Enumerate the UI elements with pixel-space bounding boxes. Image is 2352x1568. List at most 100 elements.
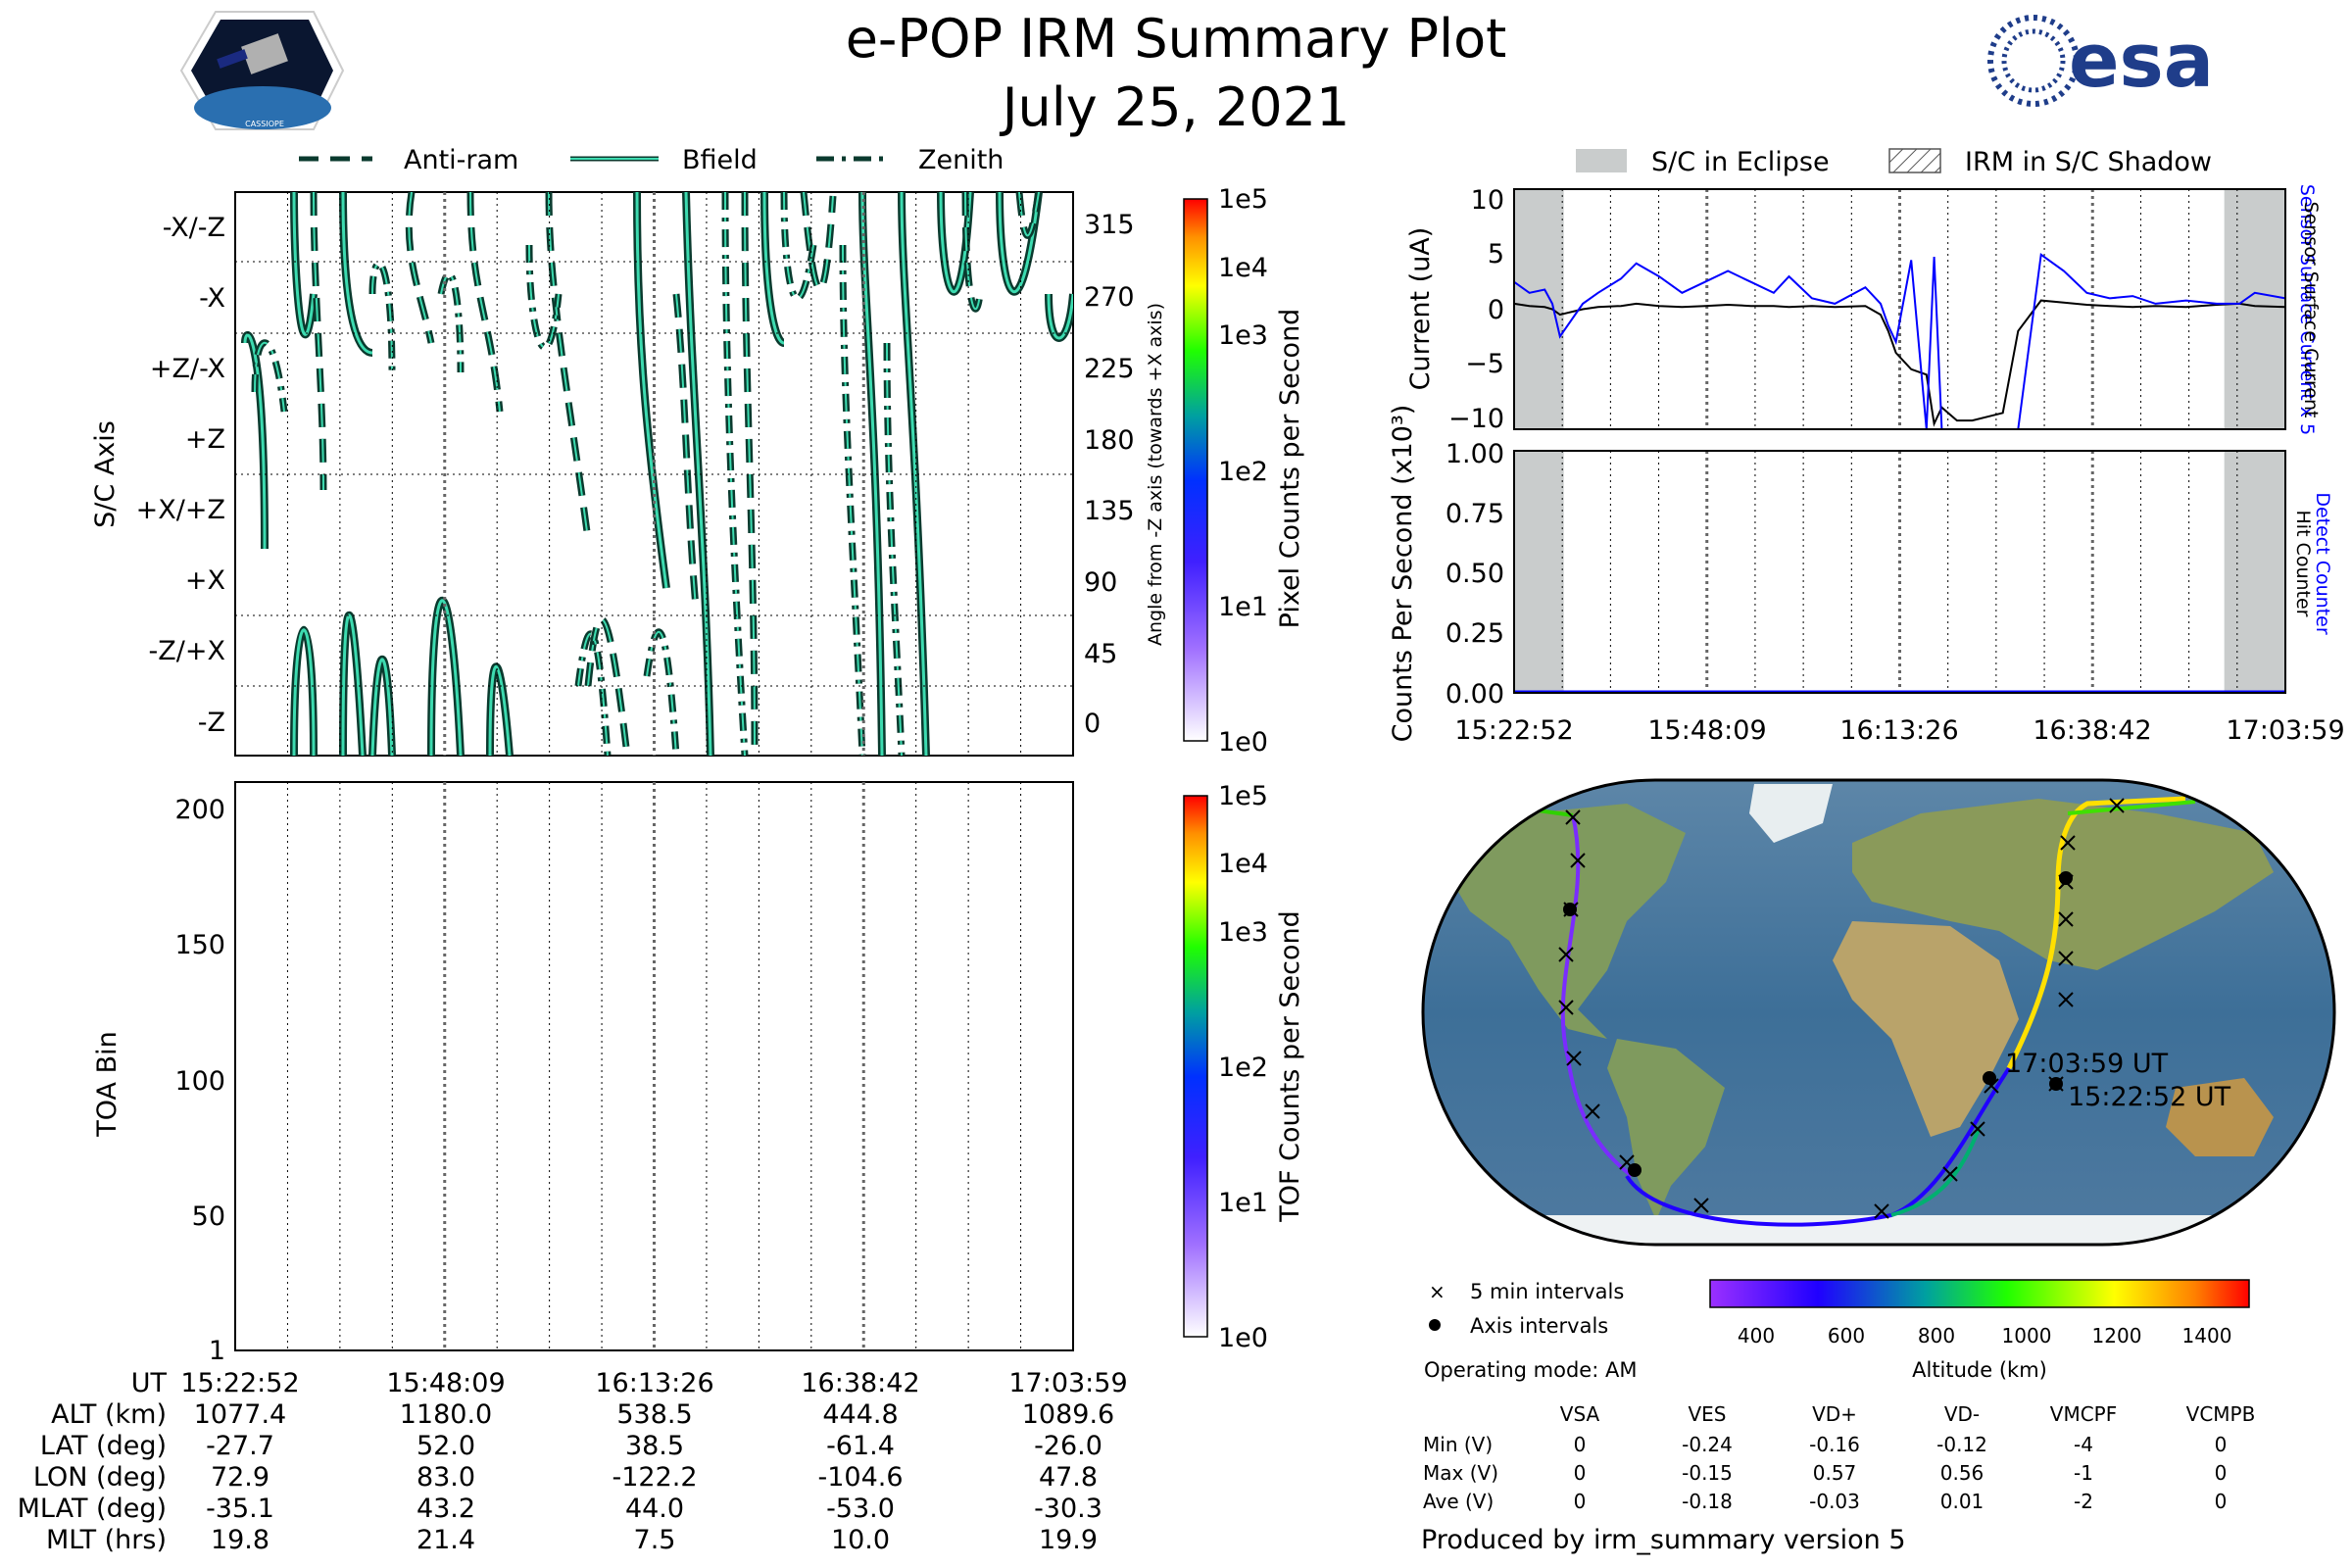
interval-marker — [1570, 853, 1586, 868]
axis-tick-left: -Z — [198, 708, 225, 738]
voltage-cell: 0 — [2215, 1433, 2228, 1456]
svg-text:400: 400 — [1738, 1324, 1775, 1348]
voltage-cell: -1 — [2074, 1461, 2093, 1485]
interval-marker — [1566, 1051, 1582, 1066]
ephemeris-cell: 38.5 — [625, 1431, 684, 1461]
current-ytick: 10 — [1471, 185, 1504, 216]
svg-text:1e1: 1e1 — [1218, 592, 1268, 622]
svg-text:1e2: 1e2 — [1218, 457, 1268, 487]
orbit-track-green — [1890, 1126, 1982, 1217]
svg-text:1: 1 — [209, 1336, 225, 1366]
ephemeris-row-label: MLT (hrs) — [46, 1525, 167, 1555]
surface-current-line — [1513, 299, 2286, 427]
current-chart: 10 5 0 −5 −10 Current (uA) Sensor Surfac… — [1405, 184, 2322, 435]
eclipse-legend: S/C in Eclipse IRM in S/C Shadow — [1576, 147, 2212, 177]
altitude-label: Altitude (km) — [1912, 1358, 2047, 1382]
ephemeris-cell: 1077.4 — [194, 1399, 286, 1430]
ephemeris-cell: 16:38:42 — [801, 1368, 919, 1398]
page-date: July 25, 2021 — [1000, 76, 1350, 138]
eclipse-band — [2224, 451, 2285, 693]
voltage-cell: -0.15 — [1682, 1461, 1733, 1485]
svg-text:1400: 1400 — [2182, 1324, 2232, 1348]
operating-mode: Operating mode: AM — [1424, 1358, 1637, 1382]
eclipse-band — [1514, 451, 1564, 693]
voltage-cell: -0.24 — [1682, 1433, 1733, 1456]
ephemeris-cell: -35.1 — [206, 1494, 274, 1524]
ephemeris-row-label: MLAT (deg) — [18, 1494, 167, 1524]
svg-text:1e2: 1e2 — [1218, 1053, 1268, 1083]
svg-text:150: 150 — [174, 930, 225, 960]
legend-anti-ram: Anti-ram — [404, 145, 518, 175]
interval-marker — [1558, 947, 1574, 962]
ephemeris-cell: 15:48:09 — [386, 1368, 505, 1398]
svg-text:50: 50 — [192, 1201, 225, 1232]
ephemeris-cell: 72.9 — [211, 1462, 270, 1493]
voltage-cell: -0.16 — [1809, 1433, 1860, 1456]
axis-tick-right: 0 — [1084, 709, 1101, 739]
axis-tick-left: +Z/-X — [150, 354, 225, 384]
interval-marker — [1558, 1000, 1574, 1015]
axis-marker — [1563, 903, 1577, 916]
time-xtick: 15:48:09 — [1647, 715, 1766, 746]
current-ylabel: Current (uA) — [1405, 227, 1436, 391]
voltage-cell: -0.03 — [1809, 1490, 1860, 1513]
ephemeris-cell: 21.4 — [416, 1525, 475, 1555]
interval-marker — [2058, 951, 2074, 966]
axis-marker — [2049, 1077, 2063, 1091]
current-right-label-black: Sensor Surface Current — [2300, 202, 2322, 418]
svg-text:1e3: 1e3 — [1218, 320, 1268, 351]
eclipse-band — [2224, 189, 2285, 429]
interval-marker — [1874, 1203, 1889, 1219]
eclipse-band — [1514, 189, 1564, 429]
svg-text:×: × — [1429, 1280, 1446, 1303]
interval-marker — [1970, 1121, 1985, 1137]
svg-text:1000: 1000 — [2002, 1324, 2052, 1348]
svg-text:1e5: 1e5 — [1218, 184, 1268, 215]
africa — [1833, 921, 2019, 1137]
current-ytick: 0 — [1488, 295, 1504, 325]
voltage-cell: 0 — [2215, 1461, 2228, 1485]
ephemeris-cell: 47.8 — [1039, 1462, 1098, 1493]
voltage-cell: -0.12 — [1936, 1433, 1987, 1456]
svg-text:1e1: 1e1 — [1218, 1188, 1268, 1218]
axis-tick-right: 270 — [1084, 282, 1135, 313]
pixel-colorbar: 1e5 1e4 1e3 1e2 1e1 1e0 Pixel Counts per… — [1183, 184, 1305, 758]
counts-ylabel: Counts Per Second (x10³) — [1388, 405, 1418, 743]
cassiope-logo-text: CASSIOPE — [245, 120, 284, 128]
ephemeris-cell: -122.2 — [612, 1462, 697, 1493]
axis-tick-left: +X/+Z — [136, 495, 225, 525]
counts-ytick: 0.50 — [1446, 559, 1504, 589]
interval-marker — [1565, 809, 1581, 825]
ephemeris-cell: -27.7 — [206, 1431, 274, 1461]
ephemeris-row-label: UT — [131, 1368, 168, 1398]
page-title: e-POP IRM Summary Plot — [846, 8, 1507, 70]
toa-ylabel: TOA Bin — [92, 1031, 122, 1137]
voltage-header: VCMPB — [2186, 1402, 2256, 1426]
axis-tick-right: 180 — [1084, 425, 1135, 456]
svg-text:1e3: 1e3 — [1218, 917, 1268, 948]
axis-tick-left: -X/-Z — [163, 213, 225, 243]
voltage-cell: -4 — [2074, 1433, 2093, 1456]
legend-eclipse: S/C in Eclipse — [1651, 147, 1830, 177]
voltage-cell: 0 — [1574, 1433, 1587, 1456]
voltage-row-label: Min (V) — [1423, 1433, 1493, 1456]
ephemeris-cell: -61.4 — [826, 1431, 895, 1461]
ephemeris-cell: 43.2 — [416, 1494, 475, 1524]
ephemeris-cell: 19.9 — [1039, 1525, 1098, 1555]
ephemeris-row-label: LAT (deg) — [40, 1431, 167, 1461]
interval-marker — [2060, 835, 2076, 851]
axis-tick-left: -X — [199, 283, 225, 314]
voltage-cell: 0 — [2215, 1490, 2228, 1513]
voltage-cell: 0.01 — [1940, 1490, 1984, 1513]
legend-bfield: Bfield — [682, 145, 758, 175]
ephemeris-cell: 83.0 — [416, 1462, 475, 1493]
interval-marker — [1585, 1103, 1600, 1119]
voltage-header: VD- — [1944, 1402, 1980, 1426]
axis-panel-ylabel: S/C Axis — [90, 420, 121, 528]
map-label-start: 15:22:52 UT — [2068, 1082, 2231, 1112]
voltage-header: VMCPF — [2050, 1402, 2117, 1426]
voltage-cell: -0.18 — [1682, 1490, 1733, 1513]
ephemeris-cell: -30.3 — [1034, 1494, 1102, 1524]
svg-text:200: 200 — [174, 795, 225, 825]
ephemeris-table: UT ALT (km) LAT (deg) LON (deg) MLAT (de… — [18, 1368, 1128, 1555]
